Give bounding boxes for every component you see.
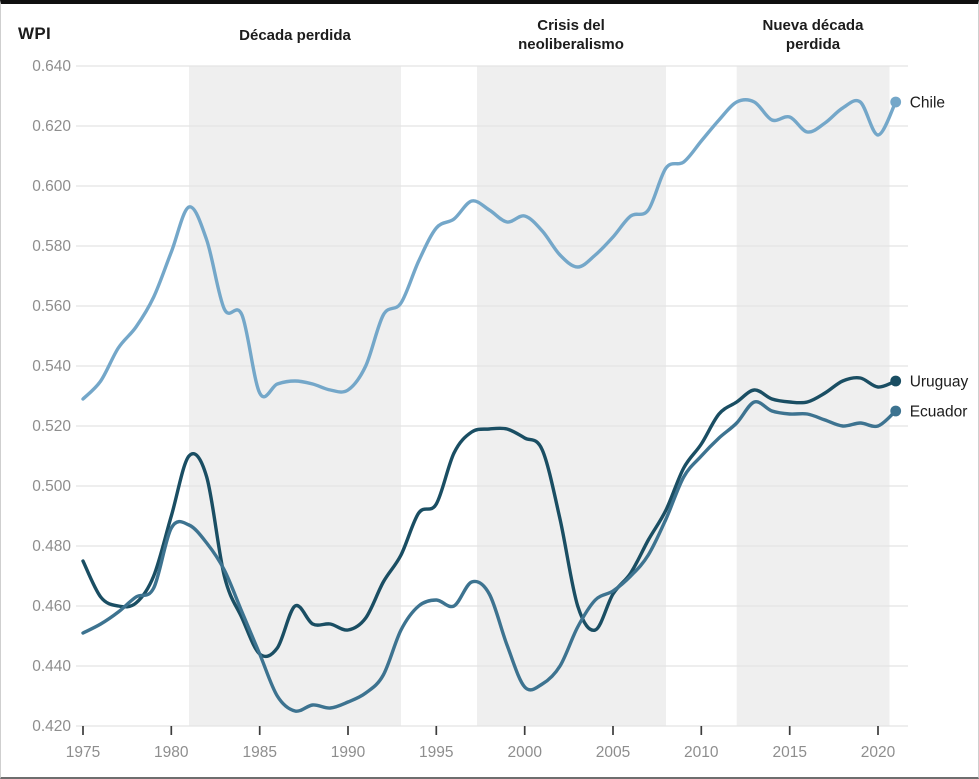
y-tick-label: 0.440 <box>32 658 71 675</box>
x-tick-label: 2005 <box>596 744 630 761</box>
series-label-uruguay: Uruguay <box>910 374 969 391</box>
y-tick-label: 0.580 <box>32 238 71 255</box>
x-tick-label: 2015 <box>772 744 806 761</box>
era-band <box>736 66 890 726</box>
x-tick-label: 2000 <box>507 744 542 761</box>
y-tick-label: 0.500 <box>32 478 71 495</box>
x-tick-label: 1990 <box>331 744 366 761</box>
x-tick-label: 2010 <box>684 744 719 761</box>
series-end-dot-chile <box>890 96 902 108</box>
series-line-ecuador <box>81 400 898 713</box>
y-tick-label: 0.600 <box>32 178 71 195</box>
series-end-dot-uruguay <box>890 375 902 387</box>
series-end-dot-ecuador <box>890 405 902 417</box>
era-band-label: Década perdida <box>239 26 351 44</box>
era-band <box>477 66 666 726</box>
y-tick-label: 0.520 <box>32 418 71 435</box>
x-tick-label: 1995 <box>419 744 453 761</box>
x-tick-label: 1975 <box>66 744 100 761</box>
y-tick-label: 0.560 <box>32 298 71 315</box>
era-band-label: Nueva década perdida <box>762 17 864 53</box>
series-label-chile: Chile <box>910 95 945 112</box>
y-tick-label: 0.460 <box>32 598 71 615</box>
series-line-uruguay <box>81 375 898 659</box>
y-axis-title: WPI <box>18 24 52 43</box>
era-band-label: Crisis del neoliberalismo <box>518 17 624 53</box>
x-tick-label: 1985 <box>242 744 276 761</box>
series-label-ecuador: Ecuador <box>910 404 968 421</box>
line-chart: 0.420 0.440 0.460 0.480 0.500 0.520 0.540 0.560… <box>32 58 969 761</box>
x-tick-label: 1980 <box>154 744 189 761</box>
y-tick-label: 0.540 <box>32 358 71 375</box>
y-tick-label: 0.640 <box>32 58 71 75</box>
series-line-chile <box>81 98 898 401</box>
era-band <box>189 66 401 726</box>
y-tick-label: 0.620 <box>32 118 71 135</box>
y-tick-label: 0.480 <box>32 538 71 555</box>
x-tick-label: 2020 <box>861 744 896 761</box>
y-tick-label: 0.420 <box>32 718 71 735</box>
